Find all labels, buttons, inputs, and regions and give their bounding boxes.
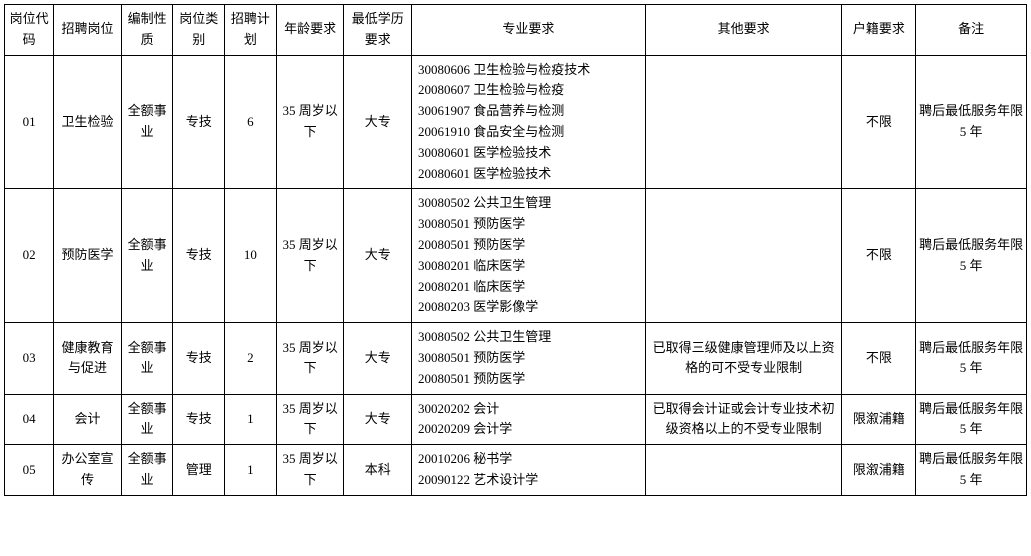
cell-residence: 限溆浦籍 [842, 394, 916, 445]
major-line: 20080607 卫生检验与检疫 [418, 80, 643, 101]
cell-edu: 大专 [344, 55, 412, 189]
major-line: 20080501 预防医学 [418, 235, 643, 256]
cell-remark: 聘后最低服务年限 5 年 [916, 189, 1027, 323]
cell-other [645, 189, 842, 323]
cell-nature: 全额事业 [121, 55, 173, 189]
major-line: 30080501 预防医学 [418, 214, 643, 235]
cell-edu: 大专 [344, 189, 412, 323]
cell-other: 已取得三级健康管理师及以上资格的可不受专业限制 [645, 323, 842, 394]
cell-residence: 限溆浦籍 [842, 445, 916, 496]
cell-edu: 大专 [344, 323, 412, 394]
major-line: 20090122 艺术设计学 [418, 470, 643, 491]
cell-plan: 1 [225, 394, 277, 445]
cell-other [645, 55, 842, 189]
major-line: 20020209 会计学 [418, 419, 643, 440]
cell-other: 已取得会计证或会计专业技术初级资格以上的不受专业限制 [645, 394, 842, 445]
cell-nature: 全额事业 [121, 445, 173, 496]
major-line: 30080502 公共卫生管理 [418, 327, 643, 348]
cell-code: 04 [5, 394, 54, 445]
major-line: 20010206 秘书学 [418, 449, 643, 470]
col-header-other: 其他要求 [645, 5, 842, 56]
major-line: 30080502 公共卫生管理 [418, 193, 643, 214]
cell-major: 30020202 会计20020209 会计学 [412, 394, 646, 445]
cell-residence: 不限 [842, 55, 916, 189]
cell-position: 会计 [54, 394, 122, 445]
col-header-age: 年龄要求 [276, 5, 344, 56]
col-header-plan: 招聘计划 [225, 5, 277, 56]
cell-plan: 2 [225, 323, 277, 394]
cell-age: 35 周岁以下 [276, 394, 344, 445]
cell-nature: 全额事业 [121, 189, 173, 323]
major-line: 30080606 卫生检验与检疫技术 [418, 60, 643, 81]
major-line: 30061907 食品营养与检测 [418, 101, 643, 122]
major-line: 20080501 预防医学 [418, 369, 643, 390]
cell-category: 专技 [173, 55, 225, 189]
cell-plan: 1 [225, 445, 277, 496]
cell-remark: 聘后最低服务年限 5 年 [916, 55, 1027, 189]
cell-code: 02 [5, 189, 54, 323]
cell-age: 35 周岁以下 [276, 445, 344, 496]
cell-residence: 不限 [842, 323, 916, 394]
table-row: 05办公室宣传全额事业管理135 周岁以下本科20010206 秘书学20090… [5, 445, 1027, 496]
cell-major: 20010206 秘书学20090122 艺术设计学 [412, 445, 646, 496]
cell-code: 05 [5, 445, 54, 496]
cell-edu: 本科 [344, 445, 412, 496]
major-line: 20080601 医学检验技术 [418, 164, 643, 185]
major-line: 20061910 食品安全与检测 [418, 122, 643, 143]
cell-code: 01 [5, 55, 54, 189]
col-header-residence: 户籍要求 [842, 5, 916, 56]
major-line: 30080601 医学检验技术 [418, 143, 643, 164]
cell-other [645, 445, 842, 496]
table-row: 04会计全额事业专技135 周岁以下大专30020202 会计20020209 … [5, 394, 1027, 445]
cell-edu: 大专 [344, 394, 412, 445]
cell-remark: 聘后最低服务年限 5 年 [916, 323, 1027, 394]
cell-age: 35 周岁以下 [276, 55, 344, 189]
col-header-nature: 编制性质 [121, 5, 173, 56]
cell-remark: 聘后最低服务年限 5 年 [916, 445, 1027, 496]
major-line: 20080201 临床医学 [418, 277, 643, 298]
cell-plan: 10 [225, 189, 277, 323]
cell-category: 专技 [173, 323, 225, 394]
cell-position: 卫生检验 [54, 55, 122, 189]
major-line: 30080501 预防医学 [418, 348, 643, 369]
major-line: 30080201 临床医学 [418, 256, 643, 277]
cell-category: 专技 [173, 394, 225, 445]
cell-category: 管理 [173, 445, 225, 496]
cell-major: 30080502 公共卫生管理30080501 预防医学20080501 预防医… [412, 189, 646, 323]
col-header-position: 招聘岗位 [54, 5, 122, 56]
table-row: 01卫生检验全额事业专技635 周岁以下大专30080606 卫生检验与检疫技术… [5, 55, 1027, 189]
cell-major: 30080502 公共卫生管理30080501 预防医学20080501 预防医… [412, 323, 646, 394]
cell-code: 03 [5, 323, 54, 394]
cell-position: 办公室宣传 [54, 445, 122, 496]
cell-position: 预防医学 [54, 189, 122, 323]
major-line: 20080203 医学影像学 [418, 297, 643, 318]
cell-nature: 全额事业 [121, 323, 173, 394]
cell-remark: 聘后最低服务年限 5 年 [916, 394, 1027, 445]
major-line: 30020202 会计 [418, 399, 643, 420]
col-header-category: 岗位类别 [173, 5, 225, 56]
col-header-remark: 备注 [916, 5, 1027, 56]
cell-category: 专技 [173, 189, 225, 323]
col-header-edu: 最低学历要求 [344, 5, 412, 56]
recruitment-table: 岗位代码招聘岗位编制性质岗位类别招聘计划年龄要求最低学历要求专业要求其他要求户籍… [4, 4, 1027, 496]
cell-position: 健康教育与促进 [54, 323, 122, 394]
cell-age: 35 周岁以下 [276, 189, 344, 323]
cell-nature: 全额事业 [121, 394, 173, 445]
cell-plan: 6 [225, 55, 277, 189]
col-header-major: 专业要求 [412, 5, 646, 56]
col-header-code: 岗位代码 [5, 5, 54, 56]
cell-residence: 不限 [842, 189, 916, 323]
table-row: 03健康教育与促进全额事业专技235 周岁以下大专30080502 公共卫生管理… [5, 323, 1027, 394]
table-row: 02预防医学全额事业专技1035 周岁以下大专30080502 公共卫生管理30… [5, 189, 1027, 323]
cell-major: 30080606 卫生检验与检疫技术20080607 卫生检验与检疫300619… [412, 55, 646, 189]
table-header-row: 岗位代码招聘岗位编制性质岗位类别招聘计划年龄要求最低学历要求专业要求其他要求户籍… [5, 5, 1027, 56]
cell-age: 35 周岁以下 [276, 323, 344, 394]
